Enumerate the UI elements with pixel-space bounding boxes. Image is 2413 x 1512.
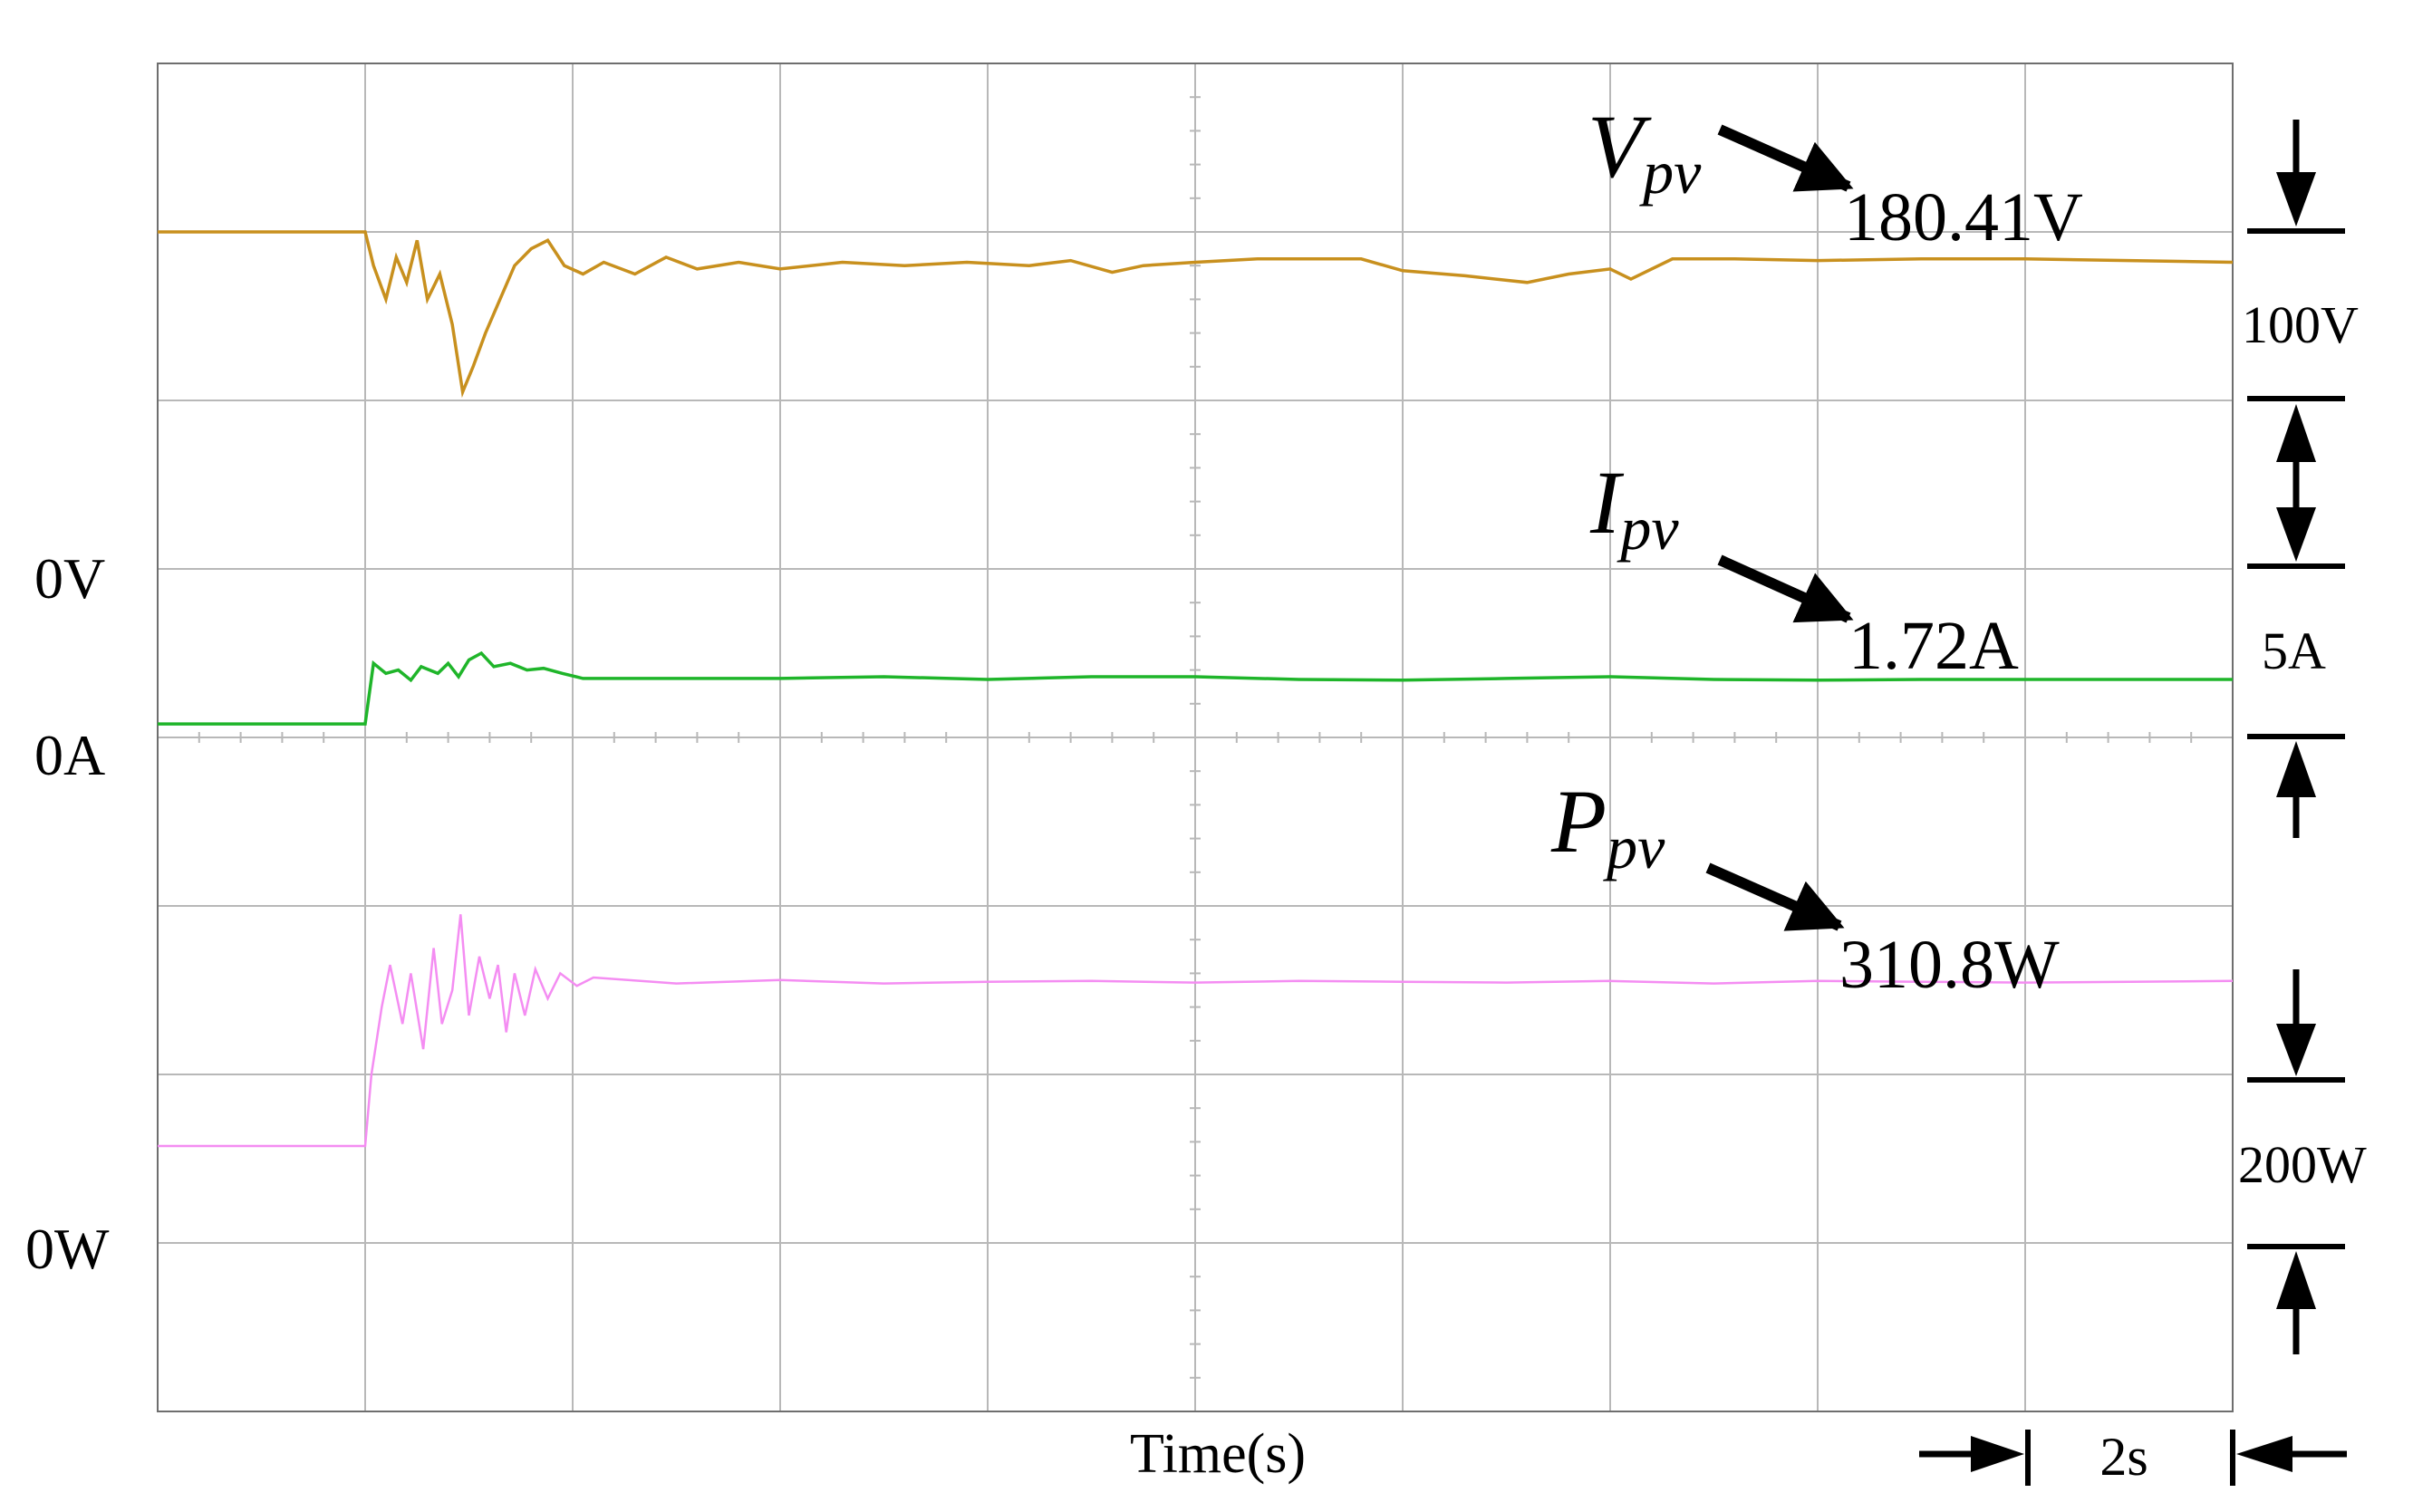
scale-label-current: 5A [2262, 621, 2326, 680]
svg-text:Ppv: Ppv [1550, 771, 1665, 881]
vpv-readout: 180.41V [1844, 179, 2083, 255]
scale-label-power: 200W [2238, 1135, 2367, 1194]
svg-text:Ipv: Ipv [1589, 452, 1679, 563]
vpv-arrow [1717, 124, 1854, 192]
ppv-arrow [1705, 862, 1845, 931]
ppv-readout: 310.8W [1839, 927, 2060, 1003]
ppv-symbol: P [1550, 771, 1607, 872]
trace-ipv [158, 650, 2233, 726]
series-label-ppv: Ppv [1550, 771, 1665, 881]
x-axis-label: Time(s) [1130, 1423, 1306, 1485]
vpv-symbol: V [1588, 96, 1652, 197]
zero-label-power: 0W [25, 1217, 110, 1281]
series-label-ipv: Ipv [1589, 452, 1679, 563]
scale-marker-current [2247, 489, 2345, 838]
waveform-traces [158, 230, 2234, 1148]
trace-ppv [158, 914, 2234, 1148]
time-division-label: 2s [2099, 1427, 2148, 1487]
ipv-arrow [1717, 554, 1854, 623]
ipv-subscript: pv [1617, 494, 1679, 563]
ipv-readout: 1.72A [1848, 608, 2019, 684]
zero-label-voltage: 0V [34, 546, 105, 611]
vpv-subscript: pv [1639, 138, 1702, 207]
center-axis-ticks [198, 96, 2193, 1379]
plot-frame [157, 63, 2234, 1412]
time-division-marker [1919, 1430, 2347, 1486]
scale-marker-voltage [2247, 120, 2345, 489]
trace-vpv [158, 230, 2234, 399]
ppv-subscript: pv [1603, 813, 1665, 881]
scale-marker-power [2247, 969, 2345, 1354]
svg-text:Vpv: Vpv [1588, 96, 1702, 207]
series-label-vpv: Vpv [1588, 96, 1702, 207]
zero-label-current: 0A [34, 723, 105, 787]
scale-label-voltage: 100V [2242, 295, 2359, 354]
ipv-symbol: I [1589, 452, 1625, 553]
